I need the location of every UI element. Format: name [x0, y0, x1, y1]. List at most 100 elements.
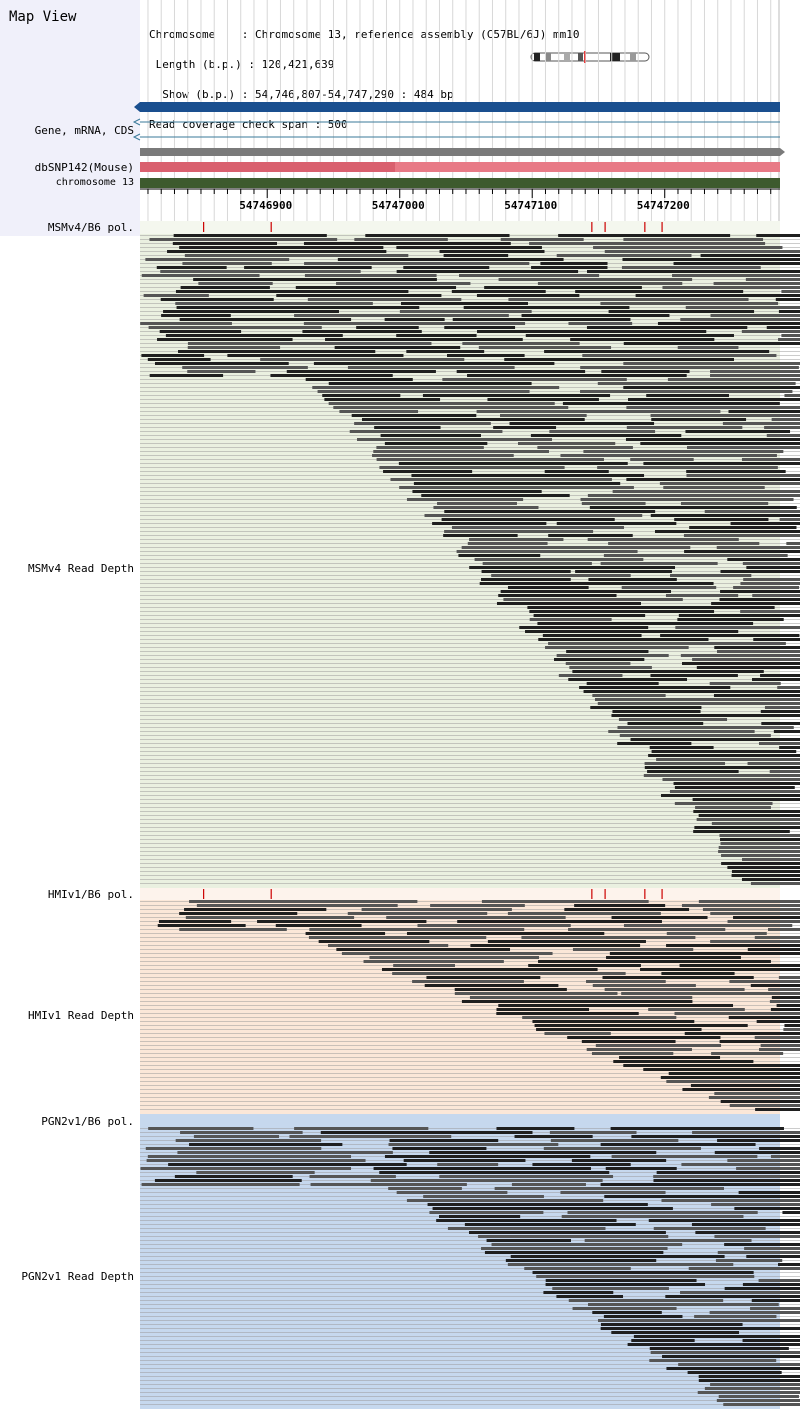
read: [562, 402, 780, 405]
read: [731, 870, 800, 873]
read: [657, 322, 800, 325]
read: [740, 610, 800, 613]
read: [742, 858, 800, 861]
read: [597, 382, 796, 385]
read: [730, 522, 800, 525]
hmi-pol-track[interactable]: [140, 888, 780, 902]
read: [476, 294, 580, 297]
read: [711, 602, 800, 605]
read: [257, 920, 427, 923]
read: [600, 302, 779, 305]
read: [594, 698, 800, 701]
read: [303, 242, 511, 245]
read: [406, 350, 485, 353]
read: [154, 1179, 302, 1182]
msm-read-depth-track[interactable]: [140, 234, 800, 888]
read: [439, 1175, 614, 1178]
read: [643, 1068, 800, 1071]
hmi-read-depth-track[interactable]: [140, 900, 800, 1114]
read: [695, 806, 771, 809]
read: [399, 486, 634, 489]
read: [347, 366, 515, 369]
read: [509, 422, 655, 425]
left-panel: [0, 0, 140, 236]
read: [454, 992, 618, 995]
read: [692, 658, 800, 661]
read: [324, 398, 441, 401]
read: [406, 498, 524, 501]
read: [778, 1263, 800, 1266]
read: [558, 234, 731, 237]
read: [568, 928, 726, 931]
read: [351, 414, 477, 417]
read: [176, 306, 420, 309]
read: [482, 562, 592, 565]
dbsnp-bar[interactable]: [140, 162, 780, 172]
read: [727, 866, 800, 869]
read: [720, 590, 800, 593]
read: [322, 394, 401, 397]
read: [423, 1195, 544, 1198]
read: [649, 746, 714, 749]
read: [651, 750, 797, 753]
read: [610, 1127, 784, 1130]
read: [741, 458, 800, 461]
read: [662, 286, 800, 289]
read: [580, 390, 793, 393]
read: [543, 1291, 614, 1294]
read: [773, 730, 800, 733]
read: [721, 862, 800, 865]
read: [733, 916, 800, 919]
read: [184, 908, 327, 911]
read: [180, 286, 270, 289]
read: [388, 1187, 462, 1190]
read: [461, 546, 691, 549]
read: [441, 518, 615, 521]
pgn-read-depth-track[interactable]: [140, 1127, 800, 1409]
read: [647, 770, 739, 773]
read: [339, 410, 419, 413]
read: [275, 924, 362, 927]
read: [644, 762, 726, 765]
msm-pol-track[interactable]: [140, 221, 780, 235]
read: [686, 470, 786, 473]
chromosome-bar[interactable]: [140, 178, 780, 188]
read: [519, 626, 649, 629]
chromosome-ideogram-icon[interactable]: [530, 51, 652, 64]
read: [710, 1383, 800, 1386]
read: [521, 936, 696, 939]
read: [161, 314, 231, 317]
read: [373, 450, 549, 453]
read: [469, 566, 676, 569]
read: [744, 1247, 800, 1250]
read: [572, 1307, 677, 1310]
read: [771, 418, 800, 421]
read: [568, 322, 633, 325]
read: [650, 414, 800, 417]
read: [604, 988, 745, 991]
read: [720, 1100, 800, 1103]
read: [437, 1163, 499, 1166]
read: [722, 422, 800, 425]
read: [747, 948, 800, 951]
read: [422, 394, 611, 397]
read: [411, 474, 645, 477]
read: [565, 662, 631, 665]
read: [613, 1060, 754, 1063]
read: [390, 478, 612, 481]
read: [608, 310, 755, 313]
gene-track[interactable]: [132, 100, 786, 160]
read: [581, 502, 646, 505]
read: [561, 1215, 744, 1218]
read: [718, 1395, 799, 1398]
map-view-title: Map View: [9, 9, 77, 25]
read: [491, 574, 631, 577]
read: [663, 486, 765, 489]
read: [145, 1147, 322, 1150]
read: [714, 1151, 800, 1154]
read: [320, 1131, 533, 1134]
read: [156, 266, 227, 269]
read: [157, 924, 246, 927]
read: [592, 984, 696, 987]
read: [770, 1008, 800, 1011]
